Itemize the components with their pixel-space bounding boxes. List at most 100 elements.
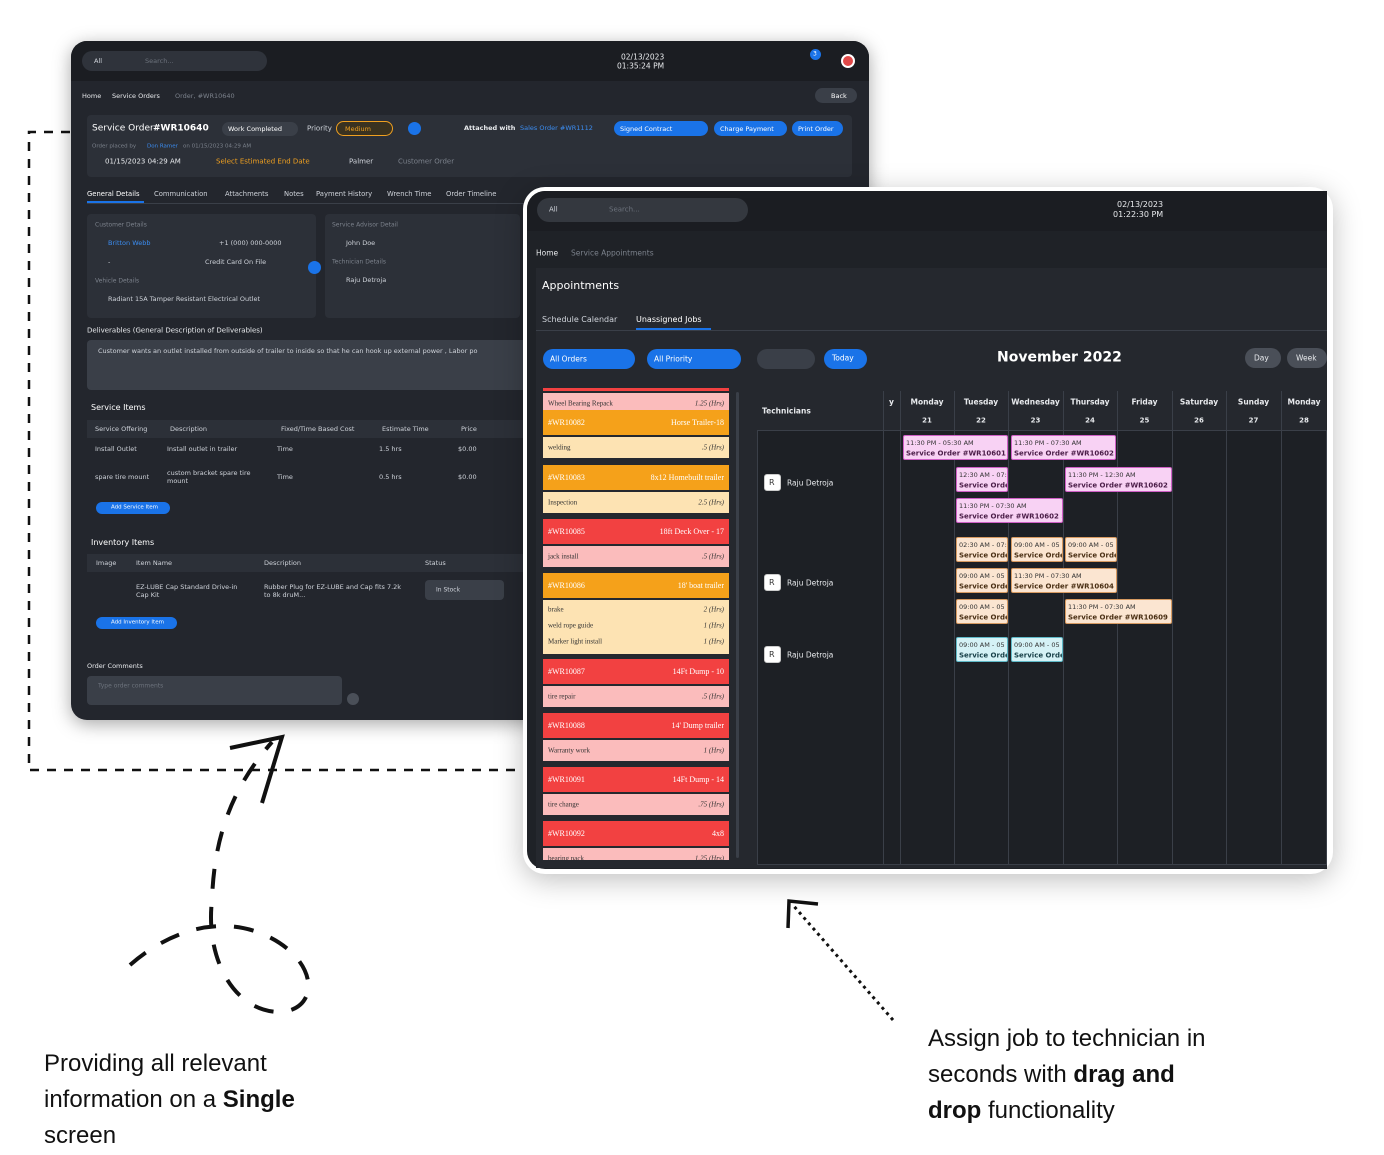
event[interactable]: 09:00 AM - 05 Service Orde <box>1011 637 1063 662</box>
add-button[interactable]: Add Inventory Item <box>111 619 164 626</box>
filter[interactable]: All <box>549 205 558 214</box>
job-card[interactable]: #WR10087 14Ft Dump - 10 <box>543 659 729 684</box>
title[interactable]: 14' Dump trailer <box>671 721 724 730</box>
tabs[interactable]: Communication <box>154 189 208 198</box>
event[interactable]: 11:30 PM - 07:30 AM Service Order #WR1060… <box>1011 435 1116 460</box>
breadcrumb[interactable]: Service Orders <box>112 91 160 100</box>
view-button[interactable] <box>1287 348 1327 368</box>
comment-input[interactable] <box>87 676 342 705</box>
breadcrumb[interactable]: Home <box>82 91 102 100</box>
job-tasks[interactable]: jack install .5 (Hrs) <box>543 546 729 567</box>
id[interactable]: #WR10083 <box>548 473 585 482</box>
search-box[interactable] <box>537 198 748 222</box>
button[interactable] <box>714 121 787 136</box>
event[interactable]: 09:00 AM - 05 Service Orde <box>1011 537 1063 562</box>
job-card[interactable]: #WR10086 18' boat trailer <box>543 573 729 598</box>
contract-button[interactable]: Signed Contract <box>620 124 673 133</box>
tabs[interactable]: Notes <box>284 189 304 198</box>
title[interactable]: 4x8 <box>712 829 724 838</box>
job-tasks[interactable]: welding .5 (Hrs) <box>543 437 729 458</box>
tabs[interactable]: Attachments <box>225 189 269 198</box>
priority-pill[interactable] <box>336 121 393 136</box>
id[interactable]: #WR10092 <box>548 829 585 838</box>
event[interactable]: 09:00 AM - 05 Service Orde <box>956 599 1008 624</box>
id[interactable]: #WR10086 <box>548 581 585 590</box>
back-button[interactable] <box>815 88 857 103</box>
button[interactable] <box>614 121 708 136</box>
tabs[interactable]: Payment History <box>316 189 373 198</box>
nav-buttons[interactable] <box>757 349 815 369</box>
breadcrumb[interactable]: Home <box>536 248 559 258</box>
job-tasks[interactable]: tire change .75 (Hrs) <box>543 794 729 815</box>
job-card[interactable]: #WR10092 4x8 <box>543 821 729 846</box>
job-tasks[interactable]: Warranty work 1 (Hrs) <box>543 740 729 761</box>
filter[interactable]: All <box>94 56 103 65</box>
rows[interactable]: In Stock <box>436 586 461 594</box>
event[interactable]: 11:30 PM - 05:30 AM Service Order #WR1060… <box>903 435 1008 460</box>
job-tasks[interactable]: Wheel Bearing Repack 1.25 (Hrs) <box>543 393 729 414</box>
avatar[interactable] <box>841 54 855 68</box>
title[interactable]: 18' boat trailer <box>677 581 724 590</box>
today-button[interactable]: Today <box>832 353 854 363</box>
event[interactable]: 11:30 PM - 07:30 AM Service Order #WR1060… <box>956 498 1063 523</box>
event[interactable]: 12:30 AM - 07:3 Service Orde <box>956 467 1008 492</box>
event[interactable]: 11:30 PM - 07:30 AM Service Order #WR1060… <box>1011 568 1117 593</box>
title[interactable]: 14Ft Dump - 10 <box>672 667 724 676</box>
tabs[interactable]: Order Timeline <box>446 189 497 198</box>
id[interactable]: #WR10091 <box>548 775 585 784</box>
job-tasks[interactable]: Inspection 2.5 (Hrs) <box>543 492 729 513</box>
event[interactable]: 11:30 PM - 12:30 AM Service Order #WR1060… <box>1065 467 1172 492</box>
filters[interactable]: All Priority <box>654 354 693 364</box>
id[interactable]: #WR10088 <box>548 721 585 730</box>
back-button[interactable]: Back <box>831 91 847 100</box>
select[interactable] <box>425 580 504 600</box>
views[interactable]: Week <box>1296 353 1317 363</box>
job-tasks[interactable]: brake 2 (Hrs) weld rope guide 1 (Hrs) Marker… <box>543 600 729 654</box>
event[interactable]: 09:00 AM - 05 Service Orde <box>956 637 1008 662</box>
title[interactable]: Horse Trailer-18 <box>671 418 724 427</box>
button[interactable] <box>792 121 843 136</box>
id[interactable]: #WR10085 <box>548 527 585 536</box>
job-card[interactable]: #WR10085 18ft Deck Over - 17 <box>543 519 729 544</box>
name[interactable]: Raju Detroja <box>787 650 834 660</box>
button[interactable] <box>96 617 177 629</box>
event[interactable]: 09:00 AM - 05 Service Orde <box>1065 537 1117 562</box>
job-card[interactable]: #WR10088 14' Dump trailer <box>543 713 729 738</box>
button[interactable] <box>96 502 170 514</box>
title[interactable]: 8x12 Homebuilt trailer <box>650 473 724 482</box>
event[interactable]: 11:30 PM - 07:30 AM Service Order #WR1060… <box>1065 599 1172 624</box>
filters[interactable]: All Orders <box>550 354 587 364</box>
job-tasks[interactable]: tire repair .5 (Hrs) <box>543 686 729 707</box>
tabs[interactable]: Unassigned Jobs <box>636 315 702 324</box>
dropdown[interactable] <box>543 349 635 369</box>
print-button[interactable]: Print Order <box>798 124 834 133</box>
search-box[interactable] <box>82 51 267 71</box>
name[interactable]: Britton Webb <box>108 238 151 247</box>
views[interactable]: Day <box>1254 353 1269 363</box>
charge-button[interactable]: Charge Payment <box>720 124 774 133</box>
tabs[interactable]: General Details <box>87 189 140 198</box>
job-card[interactable]: #WR10083 8x12 Homebuilt trailer <box>543 465 729 490</box>
job-card[interactable]: #WR10091 14Ft Dump - 14 <box>543 767 729 792</box>
title[interactable]: 14Ft Dump - 14 <box>672 775 724 784</box>
status[interactable]: Work Completed <box>228 124 282 133</box>
job-tasks[interactable]: bearing pack 1.25 (Hrs) <box>543 848 729 860</box>
name[interactable]: Raju Detroja <box>787 578 834 588</box>
today-button[interactable] <box>824 349 867 369</box>
event[interactable]: 09:00 AM - 05 Service Orde <box>956 568 1008 593</box>
status-pill[interactable] <box>222 122 298 136</box>
tabs[interactable]: Wrench Time <box>387 189 432 198</box>
add-icon[interactable] <box>308 261 321 274</box>
tabs[interactable]: Schedule Calendar <box>542 315 618 324</box>
event[interactable]: 02:30 AM - 07: Service Orde <box>956 537 1008 562</box>
name[interactable]: Raju Detroja <box>787 478 834 488</box>
id[interactable]: #WR10082 <box>548 418 585 427</box>
priority[interactable]: Medium <box>345 124 371 133</box>
add-button[interactable]: Add Service Item <box>111 504 158 511</box>
end-date[interactable]: Select Estimated End Date <box>216 157 310 166</box>
view-button[interactable] <box>1245 348 1281 368</box>
attached-order[interactable]: Sales Order #WR1112 <box>520 123 593 132</box>
job-card[interactable]: #WR10082 Horse Trailer-18 <box>543 410 729 435</box>
title[interactable]: 18ft Deck Over - 17 <box>659 527 724 536</box>
send-icon[interactable] <box>347 693 359 705</box>
